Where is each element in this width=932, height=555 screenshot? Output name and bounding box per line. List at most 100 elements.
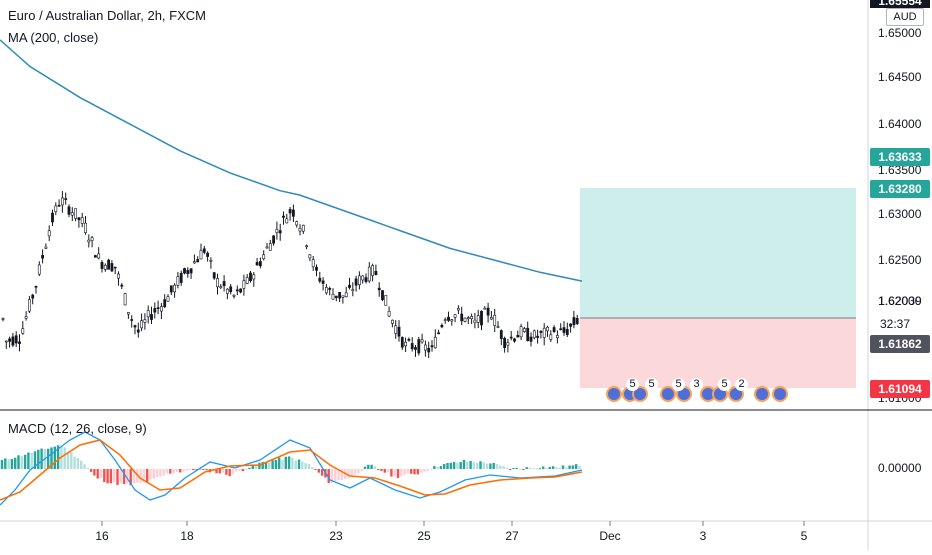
macd-histogram-bar [390, 469, 393, 477]
candle-body [324, 287, 328, 294]
candle-body [397, 326, 401, 337]
candle-body [572, 317, 576, 326]
time-label: 18 [180, 529, 194, 543]
macd-histogram-bar [50, 447, 53, 469]
economic-event-icon[interactable] [660, 386, 676, 402]
candle-body [532, 330, 536, 339]
macd-histogram-bar [535, 468, 538, 470]
macd-histogram-bar [370, 464, 373, 469]
time-label: 25 [417, 529, 431, 543]
candle-body [522, 328, 526, 332]
candle-body [569, 323, 573, 327]
macd-histogram-bar [367, 464, 370, 469]
macd-histogram-bar [327, 469, 330, 484]
economic-event-icon[interactable] [772, 386, 788, 402]
economic-event-icon[interactable] [606, 386, 622, 402]
symbol-title[interactable]: Euro / Australian Dollar, 2h, FXCM [8, 8, 206, 23]
macd-histogram-bar [301, 461, 304, 469]
macd-histogram-bar [103, 469, 106, 483]
macd-histogram-bar [30, 453, 33, 469]
candle-body [390, 319, 394, 324]
candle-body [357, 275, 361, 286]
macd-histogram-bar [215, 469, 218, 474]
candle-body [268, 243, 272, 251]
candle-body [542, 327, 546, 338]
macd-histogram-bar [231, 469, 235, 474]
macd-histogram-bar [53, 446, 56, 469]
macd-histogram-bar [113, 469, 116, 483]
macd-histogram-bar [545, 467, 548, 469]
candle-body [278, 230, 282, 234]
macd-histogram-bar [446, 462, 449, 469]
candle-body [21, 328, 25, 334]
macd-histogram-bar [314, 469, 317, 470]
macd-histogram-bar [373, 466, 377, 469]
candle-body [143, 319, 147, 323]
macd-histogram-bar [195, 469, 198, 471]
candle-body [499, 330, 503, 339]
macd-histogram-bar [182, 469, 185, 472]
candle-body [503, 337, 507, 349]
candle-body [328, 287, 332, 290]
macd-histogram-bar [245, 469, 248, 470]
macd-histogram-bar [386, 469, 390, 473]
bar-countdown: 32:37 [880, 317, 911, 331]
candle-body [351, 289, 355, 292]
macd-histogram-bar [551, 466, 555, 469]
macd-histogram-bar [565, 467, 568, 469]
candle-body [453, 314, 457, 318]
price-tick-label: 1.64000 [878, 117, 922, 131]
macd-histogram-bar [337, 469, 340, 481]
time-label: 3 [700, 529, 707, 543]
macd-histogram-bar [469, 461, 472, 469]
signal-line [0, 439, 583, 501]
currency-tag[interactable]: AUD [886, 8, 924, 26]
candle-body [229, 286, 233, 293]
macd-histogram-bar [505, 467, 509, 469]
candle-body [338, 292, 342, 299]
macd-histogram-bar [132, 469, 136, 484]
candle-body [1, 318, 5, 320]
candle-body [74, 208, 78, 219]
macd-histogram-bar [225, 469, 228, 475]
candle-body [430, 345, 434, 348]
candle-body [54, 205, 58, 212]
macd-histogram-bar [106, 469, 109, 484]
macd-histogram-bar [492, 462, 495, 469]
candle-body [97, 253, 101, 259]
economic-event-icon[interactable] [632, 386, 648, 402]
macd-histogram-bar [317, 469, 320, 473]
candle-body [361, 275, 365, 281]
candle-body [344, 292, 348, 298]
candle-body [103, 264, 107, 270]
macd-histogram-bar [218, 469, 221, 474]
macd-histogram-bar [452, 461, 456, 469]
candle-body [321, 280, 325, 284]
candle-body [301, 224, 305, 232]
macd-histogram-bar [179, 469, 182, 473]
macd-line [0, 431, 583, 506]
candle-body [282, 215, 285, 218]
macd-histogram-bar [532, 468, 535, 470]
candle-body [186, 270, 190, 275]
candle-body [423, 344, 427, 351]
macd-histogram-bar [80, 460, 83, 469]
macd-histogram-bar [548, 466, 551, 469]
macd-histogram-bar [278, 457, 281, 469]
candle-body [410, 343, 414, 350]
ma-indicator-label[interactable]: MA (200, close) [8, 30, 99, 45]
candle-body [87, 239, 91, 243]
event-count-badge: 5 [645, 378, 658, 391]
economic-event-icon[interactable] [754, 386, 770, 402]
candle-body [70, 212, 74, 216]
candle-body [153, 308, 157, 313]
candle-body [489, 317, 493, 320]
candle-body [169, 285, 173, 293]
macd-histogram-bar [400, 469, 403, 477]
target-price-label: 1.63280 [870, 180, 930, 198]
candle-body [242, 280, 246, 289]
macd-indicator-label[interactable]: MACD (12, 26, close, 9) [8, 421, 147, 436]
candle-body [60, 197, 64, 206]
